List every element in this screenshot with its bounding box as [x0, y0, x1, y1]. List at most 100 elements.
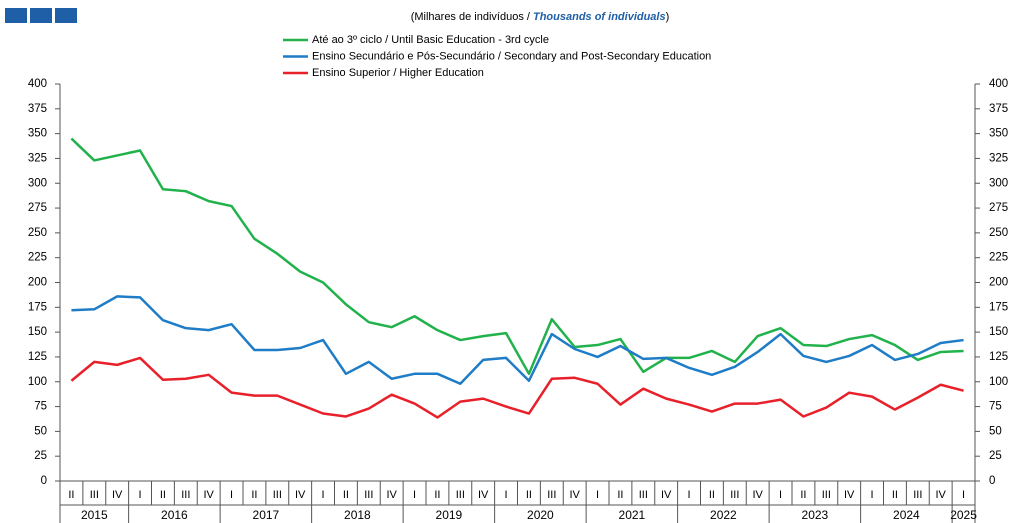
- y-tick-label-left: 175: [28, 301, 47, 313]
- x-tick-label: I: [871, 489, 874, 501]
- y-tick-label-left: 375: [28, 103, 47, 115]
- x-tick-label: II: [434, 489, 440, 501]
- x-tick-label: IV: [844, 489, 855, 501]
- logo-block: [5, 8, 27, 23]
- subtitle-pt: (Milhares de indivíduos /: [411, 11, 533, 23]
- y-tick-label-right: 25: [989, 450, 1002, 462]
- year-label: 2024: [893, 508, 920, 522]
- y-tick-label-right: 300: [989, 177, 1008, 189]
- y-tick-label-left: 125: [28, 351, 47, 363]
- y-tick-label-right: 400: [989, 78, 1008, 90]
- subtitle-close: ): [666, 11, 670, 23]
- logo-block: [55, 8, 77, 23]
- year-label: 2023: [802, 508, 829, 522]
- x-tick-label: I: [779, 489, 782, 501]
- x-tick-label: II: [526, 489, 532, 501]
- x-tick-label: III: [90, 489, 99, 501]
- year-label: 2025: [950, 508, 977, 522]
- x-tick-label: II: [160, 489, 166, 501]
- x-tick-label: I: [962, 489, 965, 501]
- subtitle: (Milhares de indivíduos / Thousands of i…: [411, 11, 670, 23]
- y-tick-label-right: 125: [989, 351, 1008, 363]
- y-tick-label-right: 375: [989, 103, 1008, 115]
- x-tick-label: IV: [478, 489, 489, 501]
- y-tick-label-right: 100: [989, 376, 1008, 388]
- x-tick-label: II: [709, 489, 715, 501]
- year-label: 2016: [161, 508, 188, 522]
- year-label: 2015: [81, 508, 108, 522]
- x-tick-label: I: [688, 489, 691, 501]
- series-line: [70, 356, 964, 419]
- y-tick-label-left: 325: [28, 152, 47, 164]
- x-tick-label: II: [343, 489, 349, 501]
- x-tick-label: IV: [203, 489, 214, 501]
- y-tick-label-right: 175: [989, 301, 1008, 313]
- legend-label: Ensino Superior / Higher Education: [312, 67, 484, 79]
- y-tick-label-right: 225: [989, 252, 1008, 264]
- x-tick-label: I: [230, 489, 233, 501]
- year-label: 2020: [527, 508, 554, 522]
- x-tick-label: III: [181, 489, 190, 501]
- year-label: 2018: [344, 508, 371, 522]
- x-tick-label: II: [800, 489, 806, 501]
- y-tick-label-left: 75: [34, 401, 47, 413]
- y-tick-label-left: 400: [28, 78, 47, 90]
- x-tick-label: II: [617, 489, 623, 501]
- y-tick-label-left: 0: [41, 475, 47, 487]
- y-tick-label-left: 50: [34, 425, 47, 437]
- year-label: 2019: [436, 508, 463, 522]
- y-tick-label-right: 50: [989, 425, 1002, 437]
- x-tick-label: I: [413, 489, 416, 501]
- y-tick-label-left: 150: [28, 326, 47, 338]
- x-tick-label: III: [273, 489, 282, 501]
- x-tick-label: III: [456, 489, 465, 501]
- year-label: 2022: [710, 508, 737, 522]
- y-tick-label-right: 150: [989, 326, 1008, 338]
- x-tick-label: II: [68, 489, 74, 501]
- x-tick-label: III: [822, 489, 831, 501]
- series-line: [71, 295, 964, 385]
- y-tick-label-left: 25: [34, 450, 47, 462]
- x-tick-label: IV: [112, 489, 123, 501]
- x-tick-label: I: [322, 489, 325, 501]
- x-tick-label: III: [730, 489, 739, 501]
- y-tick-label-left: 100: [28, 376, 47, 388]
- y-tick-label-left: 225: [28, 252, 47, 264]
- x-tick-label: IV: [386, 489, 397, 501]
- x-tick-label: I: [505, 489, 508, 501]
- y-tick-label-right: 350: [989, 128, 1008, 140]
- subtitle-en: Thousands of individuals: [533, 11, 666, 23]
- x-tick-label: I: [139, 489, 142, 501]
- x-tick-label: II: [251, 489, 257, 501]
- y-tick-label-right: 275: [989, 202, 1008, 214]
- y-tick-label-right: 0: [989, 475, 995, 487]
- x-tick-label: III: [639, 489, 648, 501]
- x-tick-label: IV: [569, 489, 580, 501]
- x-tick-label: I: [596, 489, 599, 501]
- y-tick-label-right: 250: [989, 227, 1008, 239]
- y-tick-label-left: 350: [28, 128, 47, 140]
- x-tick-label: III: [547, 489, 556, 501]
- logo-block: [30, 8, 52, 23]
- legend-label: Até ao 3º ciclo / Until Basic Education …: [312, 34, 549, 46]
- y-tick-label-right: 325: [989, 152, 1008, 164]
- x-tick-label: III: [364, 489, 373, 501]
- y-tick-label-left: 300: [28, 177, 47, 189]
- x-tick-label: IV: [752, 489, 763, 501]
- x-tick-label: IV: [935, 489, 946, 501]
- y-tick-label-left: 250: [28, 227, 47, 239]
- legend-label: Ensino Secundário e Pós-Secundário / Sec…: [312, 50, 711, 62]
- year-label: 2017: [253, 508, 280, 522]
- x-tick-label: IV: [661, 489, 672, 501]
- y-tick-label-right: 200: [989, 277, 1008, 289]
- x-tick-label: III: [913, 489, 922, 501]
- y-tick-label-right: 75: [989, 401, 1002, 413]
- series-line: [70, 137, 964, 376]
- y-tick-label-left: 275: [28, 202, 47, 214]
- x-tick-label: IV: [295, 489, 306, 501]
- year-label: 2021: [619, 508, 646, 522]
- x-tick-label: II: [892, 489, 898, 501]
- y-tick-label-left: 200: [28, 277, 47, 289]
